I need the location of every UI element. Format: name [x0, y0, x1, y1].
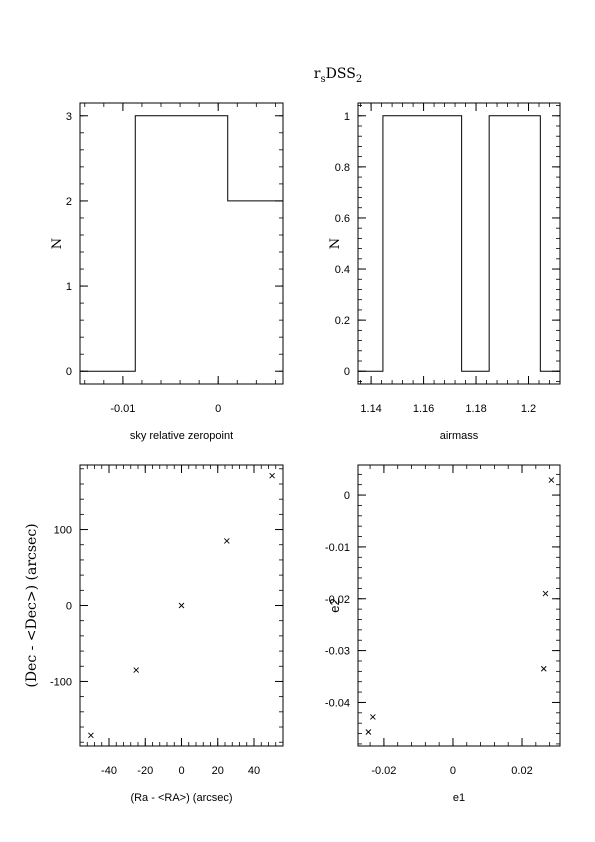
- scatter-point: [178, 602, 185, 609]
- title-main: r: [314, 66, 321, 82]
- x-tick-label: 1.18: [465, 403, 486, 415]
- y-tick-label: 0: [66, 366, 72, 378]
- panel-ellipticity: -0.02 0 0.02 -0.04 -0.03 -0.02 -0.01 0 e1 e2: [325, 464, 561, 804]
- panel-airmass: 1.14 1.16 1.18 1.2 0 0.2 0.4 0.6 0.8 1 airmass N: [328, 102, 561, 442]
- x-tick-label: -20: [137, 765, 153, 777]
- point-stroke: [542, 590, 549, 597]
- y-axis-label: N: [50, 238, 65, 249]
- y-axis-label: e2: [327, 598, 342, 612]
- plot-frame: [79, 102, 284, 385]
- x-tick-label: 1.14: [360, 403, 381, 415]
- y-tick-label: 2: [66, 196, 72, 208]
- plot-frame: [357, 464, 561, 747]
- point-stroke: [548, 477, 555, 483]
- y-tick-label: 0.4: [335, 264, 350, 276]
- x-tick-label: 1.16: [413, 403, 434, 415]
- x-tick-label: -0.02: [371, 765, 396, 777]
- panel-sky: -0.01 0 0 1 2 3 sky relative zeropoint N: [50, 102, 284, 442]
- point-stroke: [88, 732, 94, 739]
- y-tick-label: -0.02: [325, 594, 350, 606]
- y-tick-label: -0.04: [325, 697, 350, 709]
- y-tick-label: 0.2: [335, 315, 350, 327]
- y-tick-label: 1: [66, 281, 72, 293]
- point-stroke: [178, 602, 185, 609]
- title-sub2: 2: [356, 74, 362, 85]
- x-axis-label: sky relative zeropoint: [130, 430, 233, 442]
- histogram-line: [358, 115, 560, 372]
- y-tick-label: 0.6: [335, 213, 350, 225]
- figure-title: rsDSS2: [314, 66, 362, 85]
- y-tick-label: -0.01: [325, 542, 350, 554]
- panel-position: -40 -20 0 20 40 -100 0 100 (Ra - <RA>) (arcsec) (…: [24, 464, 284, 804]
- point-stroke: [269, 472, 275, 479]
- x-tick-label: 40: [248, 765, 260, 777]
- scatter-point: [548, 477, 555, 483]
- x-axis-label: (Ra - <RA>) (arcsec): [130, 792, 232, 804]
- y-tick-label: 0: [344, 366, 350, 378]
- scatter-point: [133, 667, 140, 673]
- x-tick-label: -40: [101, 765, 117, 777]
- y-axis-label: N: [328, 238, 343, 249]
- scatter-point: [370, 714, 376, 720]
- y-tick-label: 0: [66, 601, 72, 613]
- scatter-point: [542, 590, 549, 597]
- scatter-point: [365, 729, 372, 735]
- point-stroke: [223, 538, 230, 544]
- histogram-line: [80, 115, 283, 372]
- scatter-point: [88, 732, 94, 739]
- x-axis-label: airmass: [440, 430, 479, 442]
- x-tick-label: 0: [215, 403, 221, 415]
- plot-frame: [357, 102, 561, 385]
- scatter-point: [223, 538, 230, 544]
- y-axis-label: (Dec - <Dec>) (arcsec): [24, 523, 40, 687]
- scatter-point: [540, 665, 547, 672]
- x-tick-label: -0.01: [110, 403, 135, 415]
- x-axis-label: e1: [453, 792, 465, 804]
- point-stroke: [370, 714, 376, 720]
- point-stroke: [133, 667, 140, 673]
- y-tick-label: 1: [344, 111, 350, 123]
- point-stroke: [365, 729, 372, 735]
- y-tick-label: -100: [50, 676, 72, 688]
- scatter-point: [269, 472, 275, 479]
- x-tick-label: 20: [212, 765, 224, 777]
- title-mid: DSS: [326, 66, 356, 82]
- title-sub1: s: [321, 74, 326, 85]
- x-tick-label: 0: [178, 765, 184, 777]
- y-tick-label: -0.03: [325, 646, 350, 658]
- y-tick-label: 3: [66, 111, 72, 123]
- y-tick-label: 0: [344, 490, 350, 502]
- y-tick-label: 100: [54, 525, 72, 537]
- y-tick-label: 0.8: [335, 162, 350, 174]
- x-tick-label: 0: [450, 765, 456, 777]
- x-tick-label: 1.2: [521, 403, 536, 415]
- x-tick-label: 0.02: [511, 765, 532, 777]
- point-stroke: [540, 665, 547, 672]
